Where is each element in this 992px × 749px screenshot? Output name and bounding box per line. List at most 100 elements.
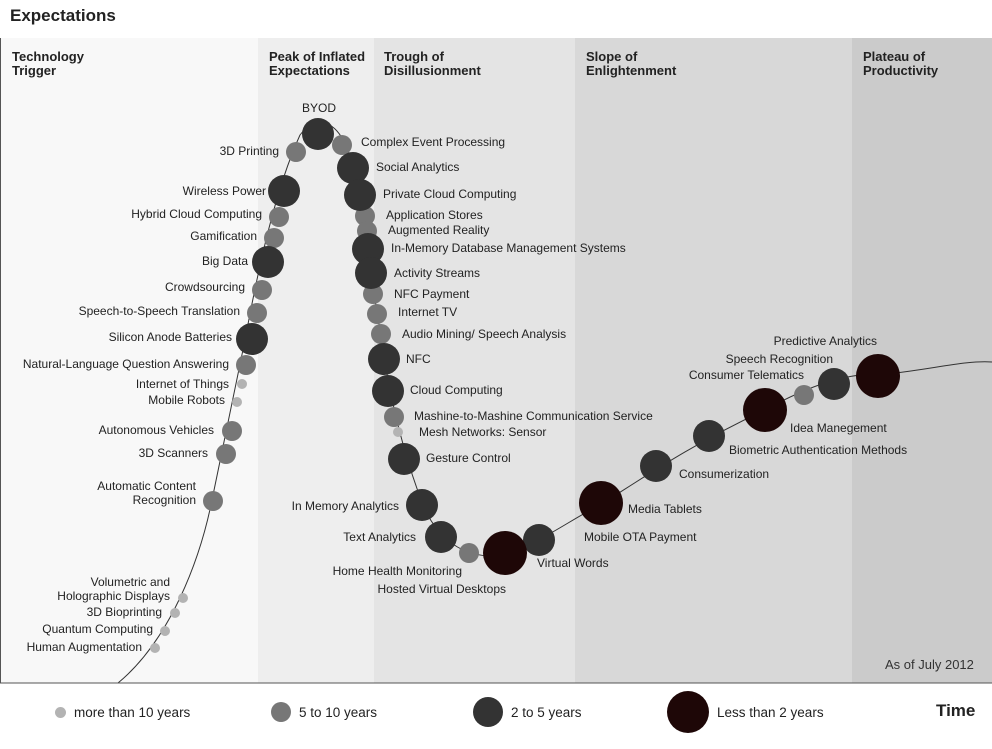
tech-label-hybrid-cloud-computing: Hybrid Cloud Computing [131, 207, 262, 221]
tech-dot-nfc [368, 343, 400, 375]
tech-label-gesture-control: Gesture Control [426, 451, 511, 465]
tech-dot-audio-mining-speech-analysis [371, 324, 391, 344]
tech-label-private-cloud-computing: Private Cloud Computing [383, 187, 516, 201]
tech-label-hosted-virtual-desktops: Hosted Virtual Desktops [377, 582, 506, 596]
phase-title-trough: Trough of Disillusionment [384, 49, 481, 78]
tech-dot-speech-to-speech-translation [247, 303, 267, 323]
tech-label-autonomous-vehicles: Autonomous Vehicles [99, 423, 214, 437]
legend-label: Less than 2 years [717, 704, 824, 720]
tech-label-cloud-computing: Cloud Computing [410, 383, 503, 397]
tech-label-social-analytics: Social Analytics [376, 160, 459, 174]
phase-band [0, 38, 258, 683]
tech-label-speech-recognition: Speech Recognition [726, 352, 833, 366]
legend-marker [667, 691, 709, 733]
tech-label-speech-to-speech-translation: Speech-to-Speech Translation [79, 304, 240, 318]
tech-dot-private-cloud-computing [344, 179, 376, 211]
tech-dot-big-data [252, 246, 284, 278]
tech-dot-text-analytics [425, 521, 457, 553]
tech-label-biometric-authentication-methods: Biometric Authentication Methods [729, 443, 907, 457]
tech-label-mesh-networks-sensor: Mesh Networks: Sensor [419, 425, 546, 439]
tech-label-predictive-analytics: Predictive Analytics [774, 334, 877, 348]
tech-label-3d-bioprinting: 3D Bioprinting [87, 605, 162, 619]
tech-label-home-health-monitoring: Home Health Monitoring [333, 564, 462, 578]
tech-label-3d-printing: 3D Printing [220, 144, 279, 158]
tech-label-silicon-anode-batteries: Silicon Anode Batteries [109, 330, 232, 344]
tech-label-virtual-words: Virtual Words [537, 556, 609, 570]
tech-dot-byod [302, 118, 334, 150]
tech-dot-mesh-networks-sensor [393, 427, 403, 437]
tech-dot-3d-printing [286, 142, 306, 162]
tech-dot-silicon-anode-batteries [236, 323, 268, 355]
legend-label: 2 to 5 years [511, 704, 582, 720]
tech-label-activity-streams: Activity Streams [394, 266, 480, 280]
tech-dot-consumer-telematics [818, 368, 850, 400]
legend-label: 5 to 10 years [299, 704, 378, 720]
tech-label-mobile-robots: Mobile Robots [148, 393, 225, 407]
tech-label-in-memory-analytics: In Memory Analytics [292, 499, 399, 513]
tech-label-byod: BYOD [302, 101, 336, 115]
tech-label-consumer-telematics: Consumer Telematics [689, 368, 804, 382]
tech-dot-biometric-authentication-methods [693, 420, 725, 452]
tech-dot-mobile-ota-payment [523, 524, 555, 556]
tech-dot-predictive-analytics [856, 354, 900, 398]
tech-label-mashine-to-mashine-communication-service: Mashine-to-Mashine Communication Service [414, 409, 653, 423]
tech-label-text-analytics: Text Analytics [343, 530, 416, 544]
tech-dot-automatic-content-recognition [203, 491, 223, 511]
tech-dot-gamification [264, 228, 284, 248]
tech-dot-wireless-power [268, 175, 300, 207]
phase-title-peak: Peak of Inflated Expectations [269, 49, 366, 78]
legend-marker [473, 697, 503, 727]
phase-band [575, 38, 852, 683]
tech-dot-media-tablets [579, 481, 623, 525]
tech-dot-cloud-computing [372, 375, 404, 407]
tech-label-automatic-content-recognition: Automatic Content Recognition [97, 479, 196, 507]
tech-label-media-tablets: Media Tablets [628, 502, 702, 516]
phase-title-technology-trigger: Technology Trigger [12, 49, 84, 78]
legend-marker [55, 706, 66, 718]
tech-dot-home-health-monitoring [459, 543, 479, 563]
tech-label-mobile-ota-payment: Mobile OTA Payment [584, 530, 697, 544]
tech-dot-consumerization [640, 450, 672, 482]
tech-dot-autonomous-vehicles [222, 421, 242, 441]
tech-dot-crowdsourcing [252, 280, 272, 300]
tech-label-natural-language-question-answering: Natural-Language Question Answering [23, 357, 229, 371]
tech-dot-mobile-robots [232, 397, 242, 407]
tech-dot-idea-manegement [743, 388, 787, 432]
phase-title-slope: Slope of Enlightenment [586, 49, 677, 78]
tech-label-internet-tv: Internet TV [398, 305, 457, 319]
tech-dot-volumetric-and-holographic-displays [178, 593, 188, 603]
tech-label-volumetric-and-holographic-displays: Volumetric and Holographic Displays [57, 575, 170, 603]
tech-label-3d-scanners: 3D Scanners [139, 446, 208, 460]
tech-label-idea-manegement: Idea Manegement [790, 421, 887, 435]
tech-dot-mashine-to-mashine-communication-service [384, 407, 404, 427]
tech-dot-virtual-words [483, 531, 527, 575]
tech-label-audio-mining-speech-analysis: Audio Mining/ Speech Analysis [402, 327, 566, 341]
legend-item-more-than-10-years: more than 10 years [55, 690, 190, 734]
tech-dot-nfc-payment [363, 284, 383, 304]
legend-marker [271, 702, 291, 722]
tech-dot-speech-recognition [794, 385, 814, 405]
tech-label-wireless-power: Wireless Power [183, 184, 266, 198]
phase-title-plateau: Plateau of Productivity [863, 49, 939, 78]
legend-item-2-to-5-years: 2 to 5 years [473, 690, 582, 734]
tech-label-human-augmentation: Human Augmentation [27, 640, 142, 654]
legend-label: more than 10 years [74, 704, 191, 720]
tech-dot-3d-bioprinting [170, 608, 180, 618]
tech-dot-3d-scanners [216, 444, 236, 464]
tech-dot-in-memory-database-management-systems [352, 233, 384, 265]
tech-label-gamification: Gamification [190, 229, 257, 243]
tech-dot-activity-streams [355, 257, 387, 289]
tech-label-nfc-payment: NFC Payment [394, 287, 470, 301]
tech-dot-gesture-control [388, 443, 420, 475]
tech-label-in-memory-database-management-systems: In-Memory Database Management Systems [391, 241, 626, 255]
tech-dot-internet-tv [367, 304, 387, 324]
tech-dot-natural-language-question-answering [236, 355, 256, 375]
tech-label-application-stores: Application Stores [386, 208, 483, 222]
tech-dot-quantum-computing [160, 626, 170, 636]
tech-label-big-data: Big Data [202, 254, 248, 268]
legend-item-5-to-10-years: 5 to 10 years [271, 690, 377, 734]
tech-dot-internet-of-things [237, 379, 247, 389]
tech-dot-social-analytics [337, 152, 369, 184]
